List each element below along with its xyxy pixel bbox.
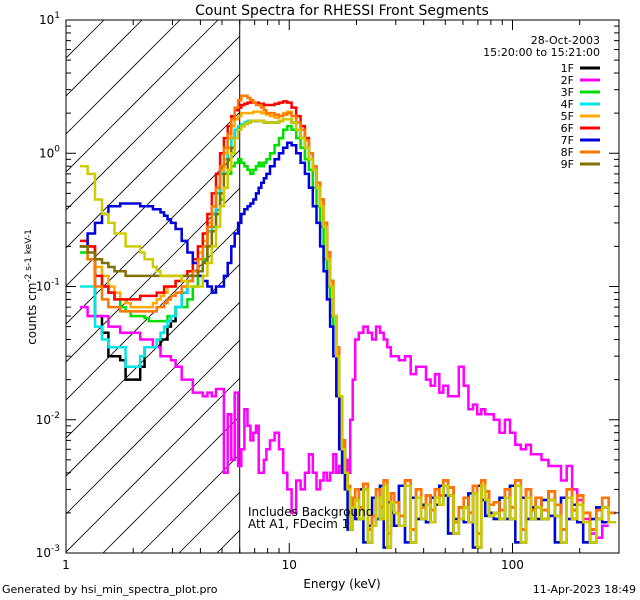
legend-label: 4F — [561, 98, 574, 111]
y-axis-label-text: counts cm — [25, 283, 39, 345]
hatch-line — [140, 453, 240, 553]
hatch-line — [407, 20, 640, 553]
x-tick-label: 10 — [282, 558, 297, 572]
chart-title: Count Spectra for RHESSI Front Segments — [195, 3, 489, 19]
hatch-line — [66, 377, 240, 553]
hatch-line — [635, 20, 640, 553]
hatch-line — [102, 415, 240, 553]
legend-label: 1F — [561, 62, 574, 75]
footer-generated-by: Generated by hsi_min_spectra_plot.pro — [2, 583, 218, 596]
legend-label: 7F — [561, 134, 574, 147]
hatch-line — [66, 20, 181, 135]
legend-label: 8F — [561, 146, 574, 159]
hatch-line — [66, 73, 240, 249]
svg-text:counts cm-2 s-1 keV-1: counts cm-2 s-1 keV-1 — [24, 229, 39, 345]
y-axis-label-units: -2 s-1 keV-1 — [24, 229, 34, 282]
legend-label: 5F — [561, 110, 574, 123]
hatch-line — [66, 20, 219, 173]
legend-label: 6F — [561, 122, 574, 135]
y-tick-label: 10-3 — [36, 544, 60, 560]
y-axis-label: counts cm-2 s-1 keV-1 — [24, 229, 39, 345]
note-attenuator: Att A1, FDecim 1 — [248, 517, 349, 531]
axis-ticks: 1 10 100 10-3 10-2 10-1 100 101 — [36, 11, 620, 572]
date-annotation: 28-Oct-2003 — [531, 34, 600, 47]
series-line-2F — [79, 305, 609, 540]
hatch-line — [66, 35, 240, 211]
hatch-line — [521, 20, 640, 553]
series-line-5F-high — [79, 117, 616, 549]
x-axis-label: Energy (keV) — [303, 577, 380, 591]
legend-label: 3F — [561, 86, 574, 99]
hatch-line — [66, 225, 240, 401]
hatch-line — [66, 301, 240, 477]
x-tick-label: 1 — [62, 558, 70, 572]
hatch-line — [369, 20, 640, 553]
hatch-line — [216, 529, 240, 553]
y-tick-label: 101 — [39, 11, 60, 27]
legend-label: 2F — [561, 74, 574, 87]
y-tick-label: 10-2 — [36, 411, 60, 427]
time-annotation: 15:20:00 to 15:21:00 — [483, 46, 600, 59]
y-tick-label: 10-1 — [36, 278, 60, 294]
footer-date: 11-Apr-2023 18:49 — [532, 583, 636, 596]
hatch-line — [66, 187, 240, 363]
hatch-line — [66, 339, 240, 515]
legend-label: 9F — [561, 158, 574, 171]
note-background: Includes Background — [248, 505, 373, 519]
x-tick-label: 100 — [501, 558, 524, 572]
hatch-line — [331, 20, 640, 553]
y-tick-label: 100 — [39, 144, 60, 160]
